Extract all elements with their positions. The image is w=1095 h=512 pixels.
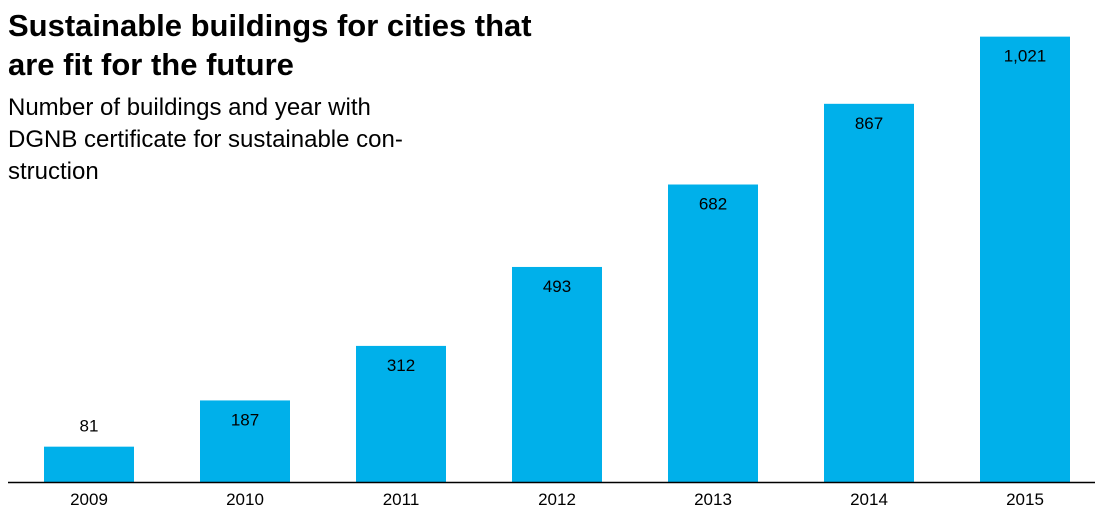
bar-2014	[824, 103, 914, 483]
bar-2010	[200, 400, 290, 482]
bars-group	[44, 36, 1070, 483]
x-tick-label-2014: 2014	[850, 490, 888, 509]
chart-subtitle-line: DGNB certificate for sustainable con-	[8, 126, 403, 153]
x-tick-label-2015: 2015	[1006, 490, 1044, 509]
x-tick-label-2011: 2011	[383, 490, 420, 509]
value-label-2014: 867	[855, 114, 883, 133]
x-tick-labels-group: 2009 2010 2011 2012 2013 2014 2015	[70, 490, 1044, 509]
x-tick-label-2009: 2009	[70, 490, 108, 509]
chart-title: Sustainable buildings for cities that ar…	[8, 8, 532, 82]
value-label-2009: 81	[80, 417, 99, 436]
chart-subtitle-line: Number of buildings and year with	[8, 94, 371, 121]
x-tick-label-2012: 2012	[538, 490, 576, 509]
bar-2012	[512, 266, 602, 482]
value-label-2012: 493	[543, 277, 571, 296]
x-tick-label-2010: 2010	[226, 490, 264, 509]
bar-2013	[668, 184, 758, 483]
chart-subtitle: Number of buildings and year with DGNB c…	[8, 92, 508, 188]
x-tick-label-2013: 2013	[694, 490, 732, 509]
bar-2011	[356, 345, 446, 482]
bar-2015	[980, 36, 1070, 483]
bar-2009	[44, 446, 134, 482]
value-label-2011: 312	[387, 356, 415, 375]
value-label-2015: 1,021	[1004, 47, 1047, 66]
value-label-2010: 187	[231, 410, 259, 429]
value-labels-group: 81 187 312 493 682 867 1,021	[80, 47, 1047, 436]
value-label-2013: 682	[699, 195, 727, 214]
chart-subtitle-line: struction	[8, 158, 99, 185]
